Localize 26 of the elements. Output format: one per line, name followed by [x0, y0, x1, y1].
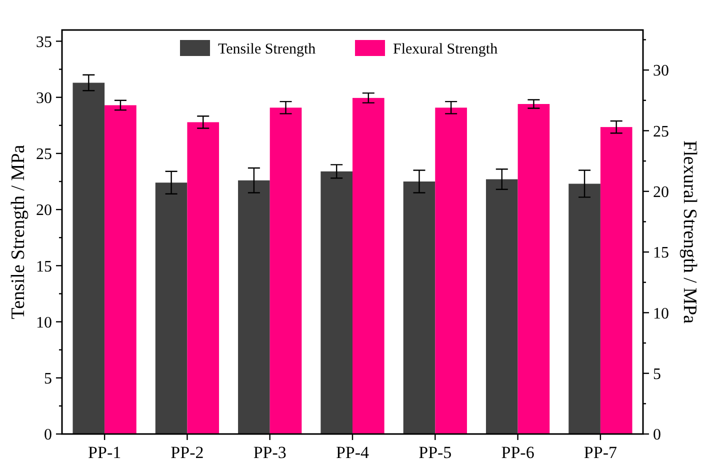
legend-label: Tensile Strength: [218, 41, 316, 58]
x-tick-label: PP-7: [584, 443, 618, 462]
y-tick-label: 0: [44, 426, 52, 444]
x-tick-label: PP-6: [501, 443, 534, 462]
x-tick-label: PP-1: [88, 443, 122, 462]
y2-tick-label: 25: [653, 123, 669, 140]
y2-tick-label: 20: [653, 184, 669, 201]
y2-tick-label: 10: [653, 305, 669, 322]
x-tick-label: PP-5: [418, 443, 452, 462]
y2-tick-label: 15: [653, 244, 669, 262]
y2-tick-label: 0: [653, 426, 661, 444]
y-tick-label: 25: [36, 146, 52, 164]
y-tick-label: 5: [44, 370, 52, 388]
y-tick-label: 10: [36, 314, 52, 332]
y-tick-label: 15: [36, 258, 52, 276]
legend-label: Flexural Strength: [393, 41, 498, 58]
x-tick-label: PP-3: [253, 443, 286, 462]
x-tick-label: PP-2: [170, 443, 204, 462]
y-axis-title: Tensile Strength / MPa: [8, 144, 29, 320]
y-tick-label: 30: [36, 90, 52, 107]
y2-tick-label: 5: [653, 366, 661, 383]
y2-axis-title: Flexural Strength / MPa: [679, 140, 700, 324]
y-tick-label: 20: [36, 202, 52, 220]
x-tick-label: PP-4: [336, 443, 370, 462]
y2-tick-label: 30: [653, 62, 669, 80]
y-tick-label: 35: [36, 34, 52, 51]
